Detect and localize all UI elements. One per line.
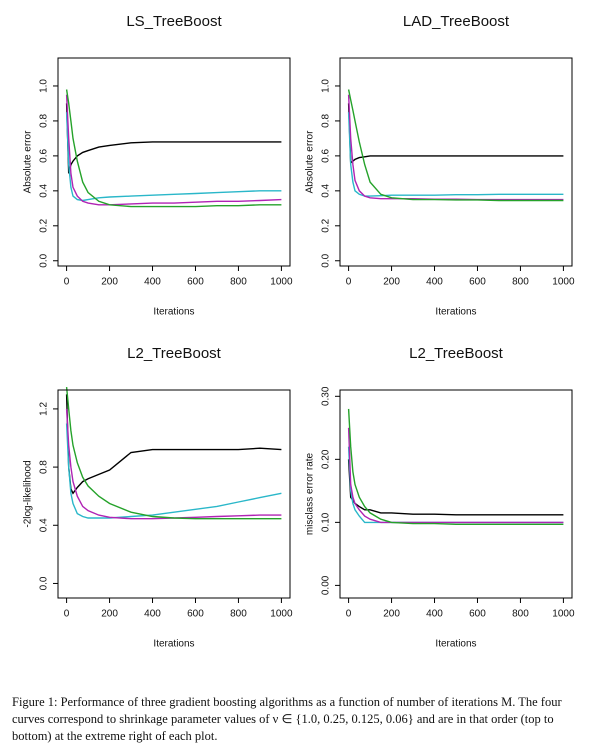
y-tick-label: 0.10	[321, 512, 332, 532]
y-tick-label: 0.20	[321, 449, 332, 469]
series-line	[347, 94, 564, 201]
y-tick-label: 0.0	[39, 253, 50, 267]
series-line	[347, 112, 564, 197]
y-axis-label: -2log-likelihood	[23, 460, 34, 527]
y-axis-label: misclass error rate	[305, 452, 316, 535]
series-line	[65, 103, 282, 174]
x-tick-label: 0	[346, 609, 352, 620]
x-tick-label: 400	[426, 277, 443, 288]
series-line	[65, 408, 282, 520]
series-line	[347, 427, 564, 524]
x-tick-label: 400	[144, 277, 161, 288]
x-tick-label: 0	[64, 277, 70, 288]
x-axis-label: Iterations	[435, 639, 476, 650]
chart-title: L2_TreeBoost	[409, 345, 504, 362]
series-line	[347, 459, 564, 516]
x-axis-label: Iterations	[435, 307, 476, 318]
series-line	[347, 89, 564, 202]
series-line	[65, 423, 282, 519]
series-line	[347, 446, 564, 524]
y-tick-label: 0.8	[39, 460, 50, 474]
series-line	[65, 94, 282, 206]
y-tick-label: 0.4	[321, 183, 332, 197]
series-line	[65, 394, 282, 495]
chart-title: LS_TreeBoost	[126, 13, 222, 30]
y-tick-label: 1.0	[321, 79, 332, 93]
y-tick-label: 0.2	[321, 218, 332, 232]
x-tick-label: 200	[101, 609, 118, 620]
y-axis-label: Absolute error	[23, 130, 34, 193]
x-tick-label: 400	[426, 609, 443, 620]
x-axis-label: Iterations	[153, 639, 194, 650]
series-line	[347, 103, 564, 165]
x-axis-label: Iterations	[153, 307, 194, 318]
caption: Figure 1: Performance of three gradient …	[12, 695, 562, 743]
series-line	[65, 89, 282, 208]
y-tick-label: 0.2	[39, 218, 50, 232]
x-tick-label: 600	[469, 277, 486, 288]
x-tick-label: 600	[187, 609, 204, 620]
x-tick-label: 1000	[552, 277, 575, 288]
x-tick-label: 400	[144, 609, 161, 620]
plot-frame	[57, 57, 291, 267]
series-line	[65, 112, 282, 202]
chart-title: L2_TreeBoost	[127, 345, 222, 362]
y-tick-label: 0.00	[321, 575, 332, 595]
y-tick-label: 0.4	[39, 183, 50, 197]
x-tick-label: 200	[383, 277, 400, 288]
plot-frame	[339, 57, 573, 267]
x-tick-label: 800	[512, 609, 529, 620]
y-tick-label: 1.0	[39, 79, 50, 93]
y-tick-label: 0.6	[39, 148, 50, 162]
y-tick-label: 0.6	[321, 148, 332, 162]
x-tick-label: 1000	[270, 277, 293, 288]
x-tick-label: 600	[187, 277, 204, 288]
y-axis-label: Absolute error	[305, 130, 316, 193]
chart-title: LAD_TreeBoost	[403, 13, 510, 30]
x-tick-label: 0	[346, 277, 352, 288]
y-tick-label: 1.2	[39, 402, 50, 416]
y-tick-label: 0.8	[39, 114, 50, 128]
y-tick-label: 0.4	[39, 518, 50, 532]
x-tick-label: 800	[230, 609, 247, 620]
series-line	[347, 408, 564, 525]
plot-frame	[57, 389, 291, 599]
series-line	[65, 387, 282, 520]
x-tick-label: 800	[512, 277, 529, 288]
plot-frame	[339, 389, 573, 599]
y-tick-label: 0.30	[321, 386, 332, 406]
x-tick-label: 1000	[270, 609, 293, 620]
y-tick-label: 0.0	[321, 253, 332, 267]
x-tick-label: 800	[230, 277, 247, 288]
x-tick-label: 200	[101, 277, 118, 288]
y-tick-label: 0.8	[321, 114, 332, 128]
x-tick-label: 0	[64, 609, 70, 620]
x-tick-label: 1000	[552, 609, 575, 620]
figure: LS_TreeBoost Iterations Absolute error 0 200…	[23, 13, 575, 650]
x-tick-label: 200	[383, 609, 400, 620]
x-tick-label: 600	[469, 609, 486, 620]
y-tick-label: 0.0	[39, 576, 50, 590]
